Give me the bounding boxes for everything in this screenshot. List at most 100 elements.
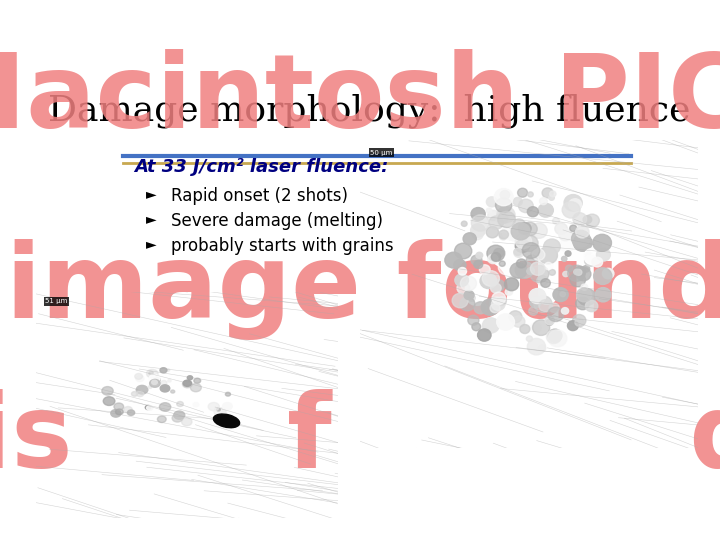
Circle shape (510, 263, 527, 278)
Text: is      f          d: is f d (0, 388, 720, 490)
Circle shape (494, 188, 513, 206)
Circle shape (135, 374, 143, 379)
Circle shape (472, 323, 481, 330)
Circle shape (562, 256, 567, 261)
Circle shape (454, 243, 472, 259)
Circle shape (548, 307, 564, 321)
Circle shape (549, 269, 555, 275)
Circle shape (581, 284, 588, 291)
Circle shape (534, 296, 552, 312)
Circle shape (518, 199, 534, 213)
Circle shape (152, 380, 158, 384)
Circle shape (474, 260, 482, 268)
Circle shape (591, 252, 603, 263)
Circle shape (492, 280, 505, 292)
Circle shape (494, 248, 503, 258)
Circle shape (172, 414, 183, 422)
Circle shape (575, 266, 585, 276)
Circle shape (585, 255, 597, 266)
Circle shape (103, 397, 115, 406)
Circle shape (560, 239, 574, 252)
Circle shape (570, 273, 585, 287)
Circle shape (542, 188, 553, 198)
Ellipse shape (213, 414, 240, 428)
Circle shape (490, 284, 501, 293)
Circle shape (539, 198, 547, 205)
Circle shape (492, 298, 505, 310)
Circle shape (499, 261, 505, 266)
Circle shape (136, 391, 144, 396)
Circle shape (194, 378, 201, 383)
Circle shape (530, 297, 541, 308)
Circle shape (208, 402, 220, 411)
Circle shape (511, 223, 530, 240)
Circle shape (150, 380, 160, 387)
Circle shape (516, 259, 526, 268)
Circle shape (487, 245, 505, 261)
Circle shape (529, 288, 546, 303)
Circle shape (161, 381, 167, 385)
Circle shape (460, 297, 475, 311)
Circle shape (555, 223, 567, 234)
Circle shape (471, 224, 485, 237)
Circle shape (489, 216, 503, 229)
Circle shape (514, 248, 523, 258)
Circle shape (527, 268, 534, 275)
Circle shape (124, 407, 132, 413)
Circle shape (530, 323, 541, 333)
Circle shape (520, 235, 538, 252)
Circle shape (533, 320, 550, 335)
Circle shape (553, 288, 568, 301)
Circle shape (549, 303, 559, 312)
Circle shape (215, 408, 226, 416)
Circle shape (549, 195, 554, 200)
Circle shape (182, 381, 192, 388)
Text: 51 µm: 51 µm (45, 299, 68, 305)
Circle shape (158, 416, 166, 422)
Circle shape (127, 410, 135, 415)
Circle shape (458, 267, 467, 275)
Circle shape (183, 380, 192, 387)
Circle shape (603, 268, 614, 279)
Circle shape (527, 207, 539, 217)
Text: image found: image found (6, 239, 720, 340)
Circle shape (518, 188, 528, 197)
Circle shape (584, 248, 602, 265)
Circle shape (487, 197, 498, 207)
Text: ►: ► (145, 212, 156, 226)
Circle shape (166, 369, 170, 372)
Circle shape (145, 406, 150, 409)
Circle shape (514, 248, 522, 255)
Circle shape (481, 299, 499, 315)
Circle shape (576, 297, 590, 310)
Circle shape (562, 308, 569, 314)
Circle shape (585, 252, 593, 259)
Text: 50 µm: 50 µm (370, 150, 392, 156)
Circle shape (577, 289, 596, 306)
Text: Macintosh PICT: Macintosh PICT (0, 49, 720, 150)
Circle shape (468, 295, 475, 301)
Text: At 33 J/cm² laser fluence:: At 33 J/cm² laser fluence: (135, 158, 389, 177)
Circle shape (492, 292, 505, 305)
Circle shape (181, 418, 192, 426)
Circle shape (522, 222, 537, 236)
Circle shape (513, 316, 525, 327)
Circle shape (482, 318, 499, 333)
Circle shape (454, 260, 466, 271)
Circle shape (222, 403, 232, 410)
Circle shape (541, 279, 550, 287)
Circle shape (455, 274, 469, 286)
Circle shape (149, 374, 160, 383)
Circle shape (539, 300, 552, 312)
Circle shape (562, 202, 580, 218)
Circle shape (148, 386, 152, 388)
Circle shape (518, 262, 523, 267)
Circle shape (500, 191, 510, 199)
Circle shape (532, 249, 545, 260)
Circle shape (472, 215, 489, 231)
Circle shape (491, 253, 500, 261)
Text: Severe damage (melting): Severe damage (melting) (171, 212, 383, 231)
Circle shape (462, 221, 467, 226)
Circle shape (457, 282, 469, 294)
Circle shape (168, 380, 171, 382)
